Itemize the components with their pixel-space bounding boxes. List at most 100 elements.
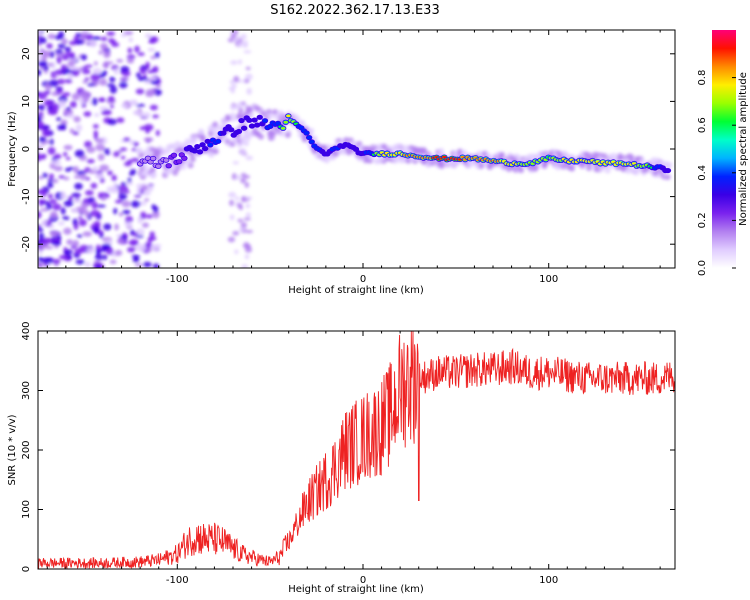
heatmap-noise-cell [150,55,156,60]
heatmap-ridge-cell [257,115,263,120]
heatmap-noise-cell [57,221,65,226]
heatmap-noise-cell [51,159,62,166]
heatmap-noise-cell [38,30,42,37]
heatmap-noise-cell [155,84,161,89]
heatmap-noise-cell [52,203,62,211]
heatmap-noise-cell [41,220,47,227]
heatmap-halo-cell [184,138,191,145]
heatmap-noise-cell [244,196,253,200]
heatmap-noise-cell [234,174,241,180]
heatmap-noise-cell [133,141,139,147]
heatmap-halo-cell [586,165,593,172]
heatmap-noise-cell [66,114,76,119]
heatmap-noise-cell [72,131,80,136]
heatmap-noise-cell [241,264,249,268]
heatmap-noise-cell [47,193,54,199]
heatmap-noise-cell [38,263,44,268]
heatmap-noise-cell [129,101,138,106]
heatmap-noise-cell [58,175,65,179]
heatmap-noise-cell [73,175,81,179]
heatmap-ridge-cell [145,156,151,161]
heatmap-ridge-cell [200,142,206,147]
heatmap-noise-cell [84,210,90,218]
heatmap-halo-cell [149,166,156,173]
heatmap-noise-cell [73,165,79,174]
heatmap-noise-cell [85,33,93,41]
heatmap-noise-cell [90,182,98,189]
heatmap-ridge-cell [246,118,252,123]
heatmap-noise-cell [96,204,106,208]
heatmap-noise-cell [130,200,141,208]
heatmap-noise-cell [67,254,72,260]
heatmap-noise-cell [86,158,95,164]
heatmap-noise-cell [238,107,244,114]
heatmap-ridge [38,30,673,268]
heatmap-noise-cell [123,137,131,142]
spectrogram-y-tick-label: 0 [21,146,32,152]
heatmap-noise-cell [78,219,87,227]
heatmap-noise-cell [136,228,145,236]
heatmap-halo-cell [403,144,410,151]
heatmap-noise-cell [125,181,134,186]
heatmap-halo-cell [164,148,171,155]
heatmap-noise-cell [63,144,73,151]
heatmap-noise-cell [232,230,240,236]
heatmap-noise-cell [81,201,89,210]
heatmap-noise-cell [86,247,95,254]
heatmap-halo-cell [140,170,147,177]
heatmap-noise-cell [87,197,96,203]
heatmap-noise-cell [61,64,66,71]
heatmap-noise-cell [151,244,160,252]
colorbar-axis: 0.0 0.2 0.4 0.6 0.8 [697,70,736,276]
heatmap-noise-cell [66,106,71,111]
heatmap-noise-cell [38,37,47,44]
heatmap-noise-cell [137,76,147,82]
heatmap-noise-cell [98,50,103,55]
heatmap-noise-cell [52,178,59,184]
heatmap-ridge-peak [280,127,286,130]
heatmap-noise-cell [98,97,106,103]
heatmap-noise-cell [95,138,104,144]
heatmap-noise-cell [238,227,245,232]
heatmap-noise-cell [154,51,160,59]
heatmap-noise-cell [237,202,243,209]
heatmap-noise-cell [100,36,108,42]
heatmap-noise-cell [244,254,250,260]
heatmap-noise-cell [127,247,136,253]
heatmap-noise-cell [234,249,239,255]
heatmap-ridge-cell [148,160,154,164]
heatmap-noise-cell [75,259,85,265]
heatmap-noise-cell [147,237,153,243]
heatmap-noise-cell [94,254,103,261]
heatmap-noise-cell [53,153,62,160]
heatmap-noise-cell [229,79,235,85]
heatmap-noise-cell [38,189,47,195]
heatmap-ridge-cell [665,168,671,173]
heatmap-noise-cell [120,182,127,186]
heatmap-noise-cell [151,204,156,210]
heatmap-noise-cell [148,40,156,44]
heatmap-noise-cell [113,151,120,157]
heatmap-ridge-cell [254,123,260,127]
snr-y-tick-label: 100 [21,500,32,519]
heatmap-ridge-cell [252,118,258,122]
heatmap-noise-cell [244,175,251,179]
heatmap-noise-cell [140,185,148,191]
heatmap-noise-cell [66,239,74,245]
heatmap-noise-cell [113,207,118,215]
heatmap-noise-cell [115,234,122,238]
heatmap-halo-cell [220,117,227,124]
spectrogram-y-label: Frequency (Hz) [7,111,18,187]
heatmap-noise-cell [68,51,74,59]
heatmap-noise-cell [140,211,147,220]
snr-panel: -100 0 100 0 100 200 300 400 Height of straight… [7,321,676,595]
heatmap-noise-cell [38,227,44,232]
heatmap-halo-cell [248,111,255,118]
heatmap-noise-cell [85,176,91,181]
heatmap-noise-cell [243,50,252,54]
heatmap-noise-cell [38,224,42,229]
heatmap-noise-cell [44,245,54,250]
heatmap-noise-cell [57,43,66,49]
heatmap-noise-cell [135,103,146,107]
heatmap-noise-cell [107,118,117,126]
